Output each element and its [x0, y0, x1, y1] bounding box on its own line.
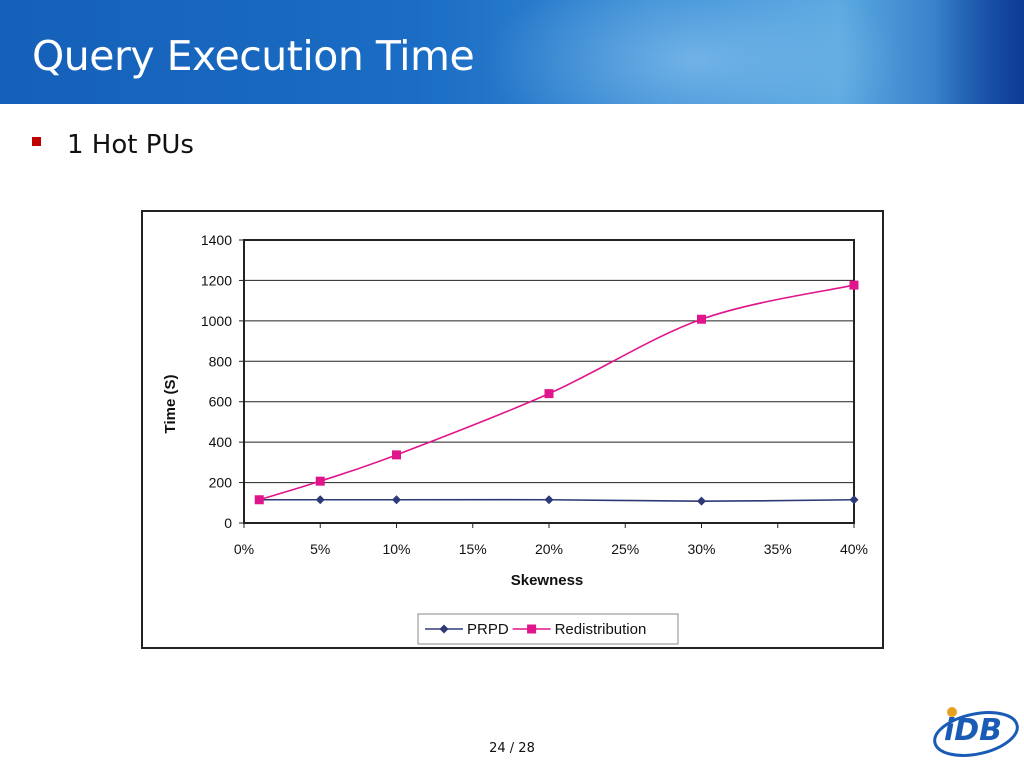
y-tick-label: 0 — [224, 515, 232, 531]
bullet-item: 1 Hot PUs — [32, 130, 194, 160]
y-axis-title: Time (S) — [162, 375, 179, 434]
plot-area-border — [243, 239, 855, 524]
data-point-prpd — [392, 495, 401, 505]
series-markers — [254, 280, 859, 506]
legend-items: PRPD Redistribution — [425, 621, 646, 638]
data-point-prpd — [697, 496, 706, 506]
x-tick-label: 35% — [764, 541, 792, 557]
data-point-redistribution — [315, 476, 325, 486]
data-point-prpd — [849, 495, 859, 505]
legend-marker — [527, 624, 537, 634]
line-chart: 0 200 400 600 800 1000 1200 1400 0% 5% 10% 15% 20% 2… — [162, 232, 868, 645]
y-tick-label: 1200 — [201, 272, 232, 288]
x-tick-label: 30% — [687, 541, 715, 557]
data-point-redistribution — [849, 280, 859, 290]
data-point-redistribution — [697, 314, 706, 324]
x-tick-label: 40% — [840, 541, 868, 557]
x-tick-label: 5% — [310, 541, 330, 557]
series-lines — [259, 284, 855, 502]
x-axis-title: Skewness — [511, 572, 584, 589]
data-point-redistribution — [544, 389, 554, 399]
idb-logo-icon: iDB — [933, 707, 1019, 757]
y-tick-label: 800 — [209, 353, 233, 369]
x-tick-label: 0% — [234, 541, 254, 557]
legend: PRPD Redistribution — [417, 613, 679, 645]
title-bar-shade — [934, 0, 1024, 104]
y-tick-label: 400 — [209, 434, 233, 450]
grid-lines — [244, 239, 854, 484]
legend-marker — [439, 624, 449, 634]
legend-label: Redistribution — [555, 621, 647, 638]
x-tick-label: 25% — [611, 541, 639, 557]
y-tick-label: 200 — [209, 475, 233, 491]
axes — [239, 239, 855, 528]
series-line-prpd — [259, 498, 855, 502]
slide-title: Query Execution Time — [32, 32, 475, 80]
page-number: 24 / 28 — [489, 741, 535, 756]
y-tick-labels: 0 200 400 600 800 1000 1200 1400 — [201, 232, 232, 531]
logo-text: iDB — [944, 713, 1002, 748]
x-tick-label: 15% — [459, 541, 487, 557]
data-point-prpd — [544, 495, 554, 505]
data-point-redistribution — [254, 495, 264, 505]
x-tick-label: 10% — [382, 541, 410, 557]
y-tick-label: 1400 — [201, 232, 232, 248]
x-tick-label: 20% — [535, 541, 563, 557]
legend-label: PRPD — [467, 621, 509, 638]
title-bar: Query Execution Time — [0, 0, 1024, 104]
x-tick-labels: 0% 5% 10% 15% 20% 25% 30% 35% 40% — [234, 541, 868, 557]
bullet-square-icon — [32, 136, 41, 146]
y-tick-label: 1000 — [201, 313, 232, 329]
data-point-prpd — [315, 495, 325, 505]
y-tick-label: 600 — [209, 394, 233, 410]
data-point-redistribution — [392, 450, 401, 460]
chart-frame: 0 200 400 600 800 1000 1200 1400 0% 5% 10% 15% 20% 2… — [141, 210, 884, 649]
title-bar-glow — [484, 0, 904, 104]
bullet-text: 1 Hot PUs — [67, 130, 194, 160]
series-line-redistribution — [259, 284, 855, 501]
